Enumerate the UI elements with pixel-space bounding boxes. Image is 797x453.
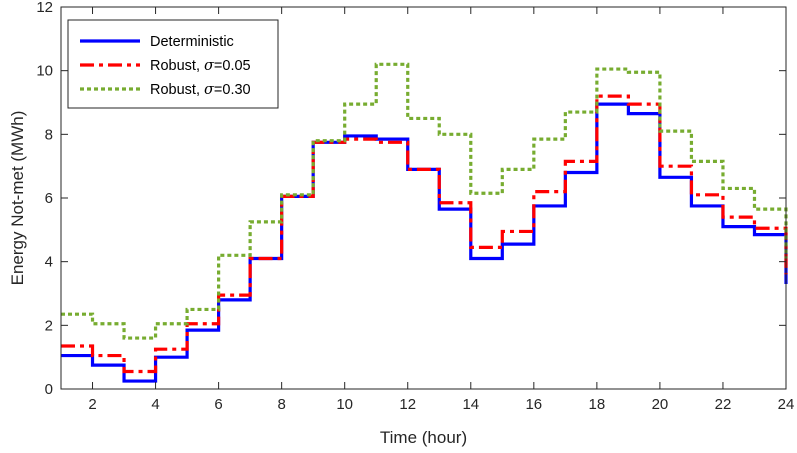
legend-label-1: Deterministic <box>150 34 234 50</box>
y-tick-label: 10 <box>36 63 53 80</box>
y-tick-label: 4 <box>45 254 53 271</box>
x-tick-label: 10 <box>336 396 353 413</box>
legend: Deterministic Robust, σ=0.05 Robust, σ=0.3… <box>67 19 279 109</box>
legend-label-3: Robust, σ=0.30 <box>150 82 251 98</box>
x-tick-label: 4 <box>151 396 159 413</box>
x-tick-label: 8 <box>277 396 285 413</box>
y-tick-label: 2 <box>45 317 53 334</box>
x-tick-label: 18 <box>589 396 606 413</box>
x-tick-label: 24 <box>778 396 795 413</box>
x-tick-label: 16 <box>525 396 542 413</box>
y-tick-label: 8 <box>45 126 53 143</box>
legend-label-2: Robust, σ=0.05 <box>150 58 251 74</box>
legend-items: Deterministic Robust, σ=0.05 Robust, σ=0.3… <box>80 34 251 98</box>
x-tick-label: 2 <box>88 396 96 413</box>
x-tick-label: 6 <box>214 396 222 413</box>
y-tick-label: 12 <box>36 0 53 16</box>
y-axis-label: Energy Not-met (MWh) <box>8 111 27 286</box>
x-tick-label: 12 <box>399 396 416 413</box>
x-axis-label: Time (hour) <box>380 428 467 447</box>
y-tick-label: 0 <box>45 381 53 398</box>
x-tick-label: 22 <box>715 396 732 413</box>
series-line-3 <box>61 62 788 340</box>
y-tick-label: 6 <box>45 190 53 207</box>
series-layer <box>61 62 788 383</box>
series-line-2 <box>61 94 788 374</box>
x-tick-label: 14 <box>462 396 479 413</box>
x-tick-label: 20 <box>652 396 669 413</box>
